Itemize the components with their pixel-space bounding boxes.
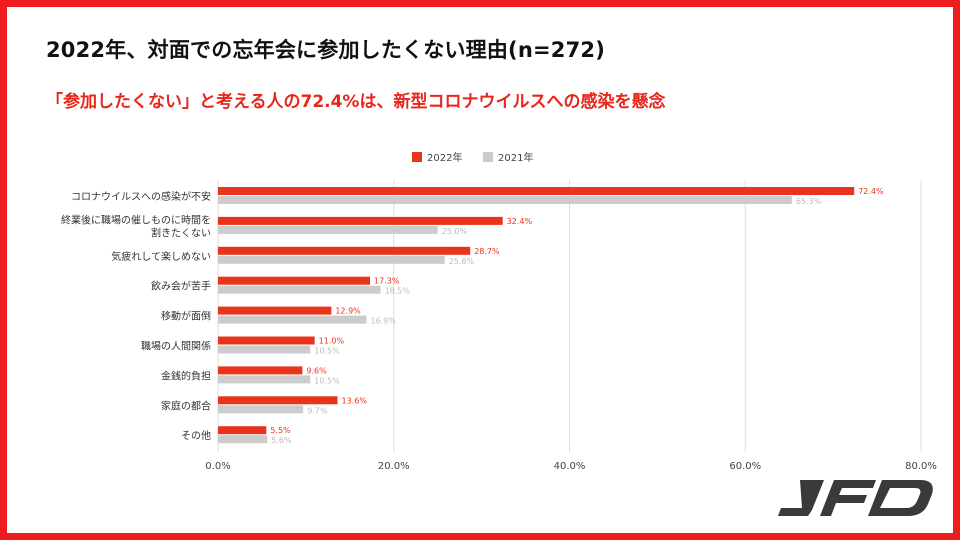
category-label: その他 <box>181 429 211 442</box>
data-label-2022: 5.5% <box>270 426 291 435</box>
category-label: 移動が面倒 <box>161 310 211 323</box>
data-label-2021: 25.8% <box>449 257 475 266</box>
category-label: 気疲れして楽しめない <box>111 250 211 263</box>
bar-2021 <box>218 345 311 354</box>
data-label-2021: 10.5% <box>314 376 340 385</box>
data-label-2021: 25.0% <box>442 227 468 236</box>
category-label: コロナウイルスへの感染が不安 <box>71 190 211 203</box>
data-label-2021: 18.5% <box>385 287 411 296</box>
bar-2021 <box>218 315 367 324</box>
x-tick-label: 60.0% <box>729 461 761 472</box>
bar-2021 <box>218 255 445 264</box>
data-label-2022: 9.6% <box>306 366 327 375</box>
bar-2021 <box>218 285 381 294</box>
bar-2021 <box>218 375 311 384</box>
bar-2022 <box>218 246 471 255</box>
bar-2021 <box>218 225 438 234</box>
bar-2022 <box>218 336 315 345</box>
data-label-2022: 13.6% <box>342 396 368 405</box>
category-label: 職場の人間関係 <box>141 340 211 353</box>
data-label-2022: 17.3% <box>374 277 400 286</box>
category-label: 飲み会が苦手 <box>151 280 211 293</box>
bar-2022 <box>218 366 303 375</box>
data-label-2021: 5.6% <box>271 436 292 445</box>
bar-2022 <box>218 426 267 435</box>
legend-swatch <box>483 152 493 162</box>
category-label: 家庭の都合 <box>161 399 211 412</box>
data-label-2021: 65.3% <box>796 197 822 206</box>
x-tick-label: 40.0% <box>554 461 586 472</box>
data-label-2022: 72.4% <box>858 187 884 196</box>
bar-2022 <box>218 276 371 285</box>
legend-label: 2021年 <box>498 151 533 164</box>
data-label-2021: 16.9% <box>371 317 397 326</box>
bar-2021 <box>218 405 304 414</box>
x-tick-label: 80.0% <box>905 461 937 472</box>
legend-label: 2022年 <box>427 151 462 164</box>
data-label-2022: 12.9% <box>335 307 361 316</box>
jfd-logo <box>778 480 933 516</box>
x-tick-label: 20.0% <box>378 461 410 472</box>
data-label-2022: 11.0% <box>319 337 345 346</box>
x-tick-label: 0.0% <box>205 461 230 472</box>
data-label-2021: 10.5% <box>314 347 340 356</box>
bar-2022 <box>218 216 503 225</box>
category-label: 終業後に職場の催しものに時間を <box>61 213 211 226</box>
legend-swatch <box>412 152 422 162</box>
bar-2021 <box>218 435 268 444</box>
bar-2022 <box>218 187 855 195</box>
bar-2022 <box>218 306 332 315</box>
data-label-2022: 32.4% <box>507 217 533 226</box>
category-label: 割きたくない <box>151 226 211 239</box>
bar-2021 <box>218 196 792 204</box>
page-subtitle: 「参加したくない」と考える人の72.4%は、新型コロナウイルスへの感染を懸念 <box>46 92 666 112</box>
data-label-2021: 9.7% <box>307 406 328 415</box>
bar-2022 <box>218 396 338 405</box>
data-label-2022: 28.7% <box>474 247 500 256</box>
page-title: 2022年、対面での忘年会に参加したくない理由(n=272) <box>46 38 606 62</box>
category-label: 金銭的負担 <box>161 369 211 382</box>
